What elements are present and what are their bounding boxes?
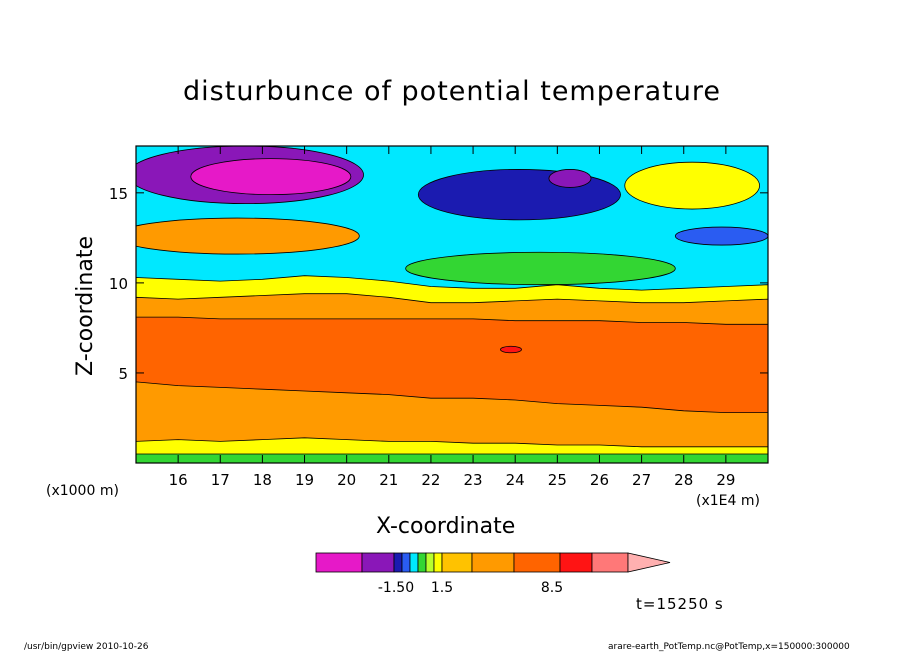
footer-left: /usr/bin/gpview 2010-10-26: [24, 642, 149, 652]
x-tick-label: 26: [590, 471, 609, 489]
colorbar-segment: [513, 552, 561, 573]
blob-yellow-right: [624, 161, 760, 210]
colorbar-segment: [417, 552, 427, 573]
blob-magenta-upper: [548, 169, 592, 188]
colorbar-segment: [559, 552, 593, 573]
time-label: t=15250 s: [636, 595, 724, 613]
colorbar-label: -1.50: [378, 580, 414, 596]
blob-red-core: [500, 345, 522, 354]
y-axis-label: Z-coordinate: [73, 236, 98, 376]
colorbar-segment: [315, 552, 363, 573]
chart-title: disturbunce of potential temperature: [183, 76, 721, 107]
x-tick-label: 22: [421, 471, 440, 489]
colorbar-segment: [361, 552, 395, 573]
x-tick-label: 23: [464, 471, 483, 489]
x-tick-label: 25: [548, 471, 567, 489]
x-axis-label: X-coordinate: [376, 514, 516, 539]
y-tick-label: 10: [109, 275, 128, 293]
colorbar-segment: [433, 552, 443, 573]
colorbar-segment: [401, 552, 411, 573]
x-tick-label: 20: [337, 471, 356, 489]
footer-right: arare-earth_PotTemp.nc@PotTemp,x=150000:…: [608, 642, 850, 652]
x-scale-label: (x1E4 m): [696, 493, 760, 509]
colorbar-segment: [441, 552, 473, 573]
x-tick-label: 24: [506, 471, 525, 489]
colorbar-segment: [393, 552, 403, 573]
colorbar-segment: [591, 552, 629, 573]
colorbar-segment: [409, 552, 419, 573]
x-tick-label: 21: [379, 471, 398, 489]
blob-darkblue-right: [674, 226, 768, 246]
colorbar-arrow: [627, 552, 671, 573]
x-unit-label: (x1000 m): [46, 483, 119, 499]
x-tick-label: 16: [169, 471, 188, 489]
plot-frame: [135, 145, 769, 464]
blob-magenta-top-left: [190, 158, 352, 196]
layer-ground: [136, 453, 768, 463]
x-tick-label: 28: [674, 471, 693, 489]
x-tick-label: 27: [632, 471, 651, 489]
blob-orange-left: [136, 217, 360, 255]
colorbar-segment: [471, 552, 515, 573]
y-tick-label: 15: [109, 185, 128, 203]
colorbar: -1.50 1.5 8.5: [315, 552, 671, 596]
colorbar-segment: [425, 552, 435, 573]
x-tick-label: 17: [211, 471, 230, 489]
x-tick-label: 19: [295, 471, 314, 489]
x-tick-label: 18: [253, 471, 272, 489]
colorbar-label: 1.5: [431, 580, 453, 596]
blob-green-mid: [405, 251, 676, 286]
colorbar-label: 8.5: [541, 580, 563, 596]
x-tick-label: 29: [716, 471, 735, 489]
y-tick-label: 5: [118, 365, 128, 383]
